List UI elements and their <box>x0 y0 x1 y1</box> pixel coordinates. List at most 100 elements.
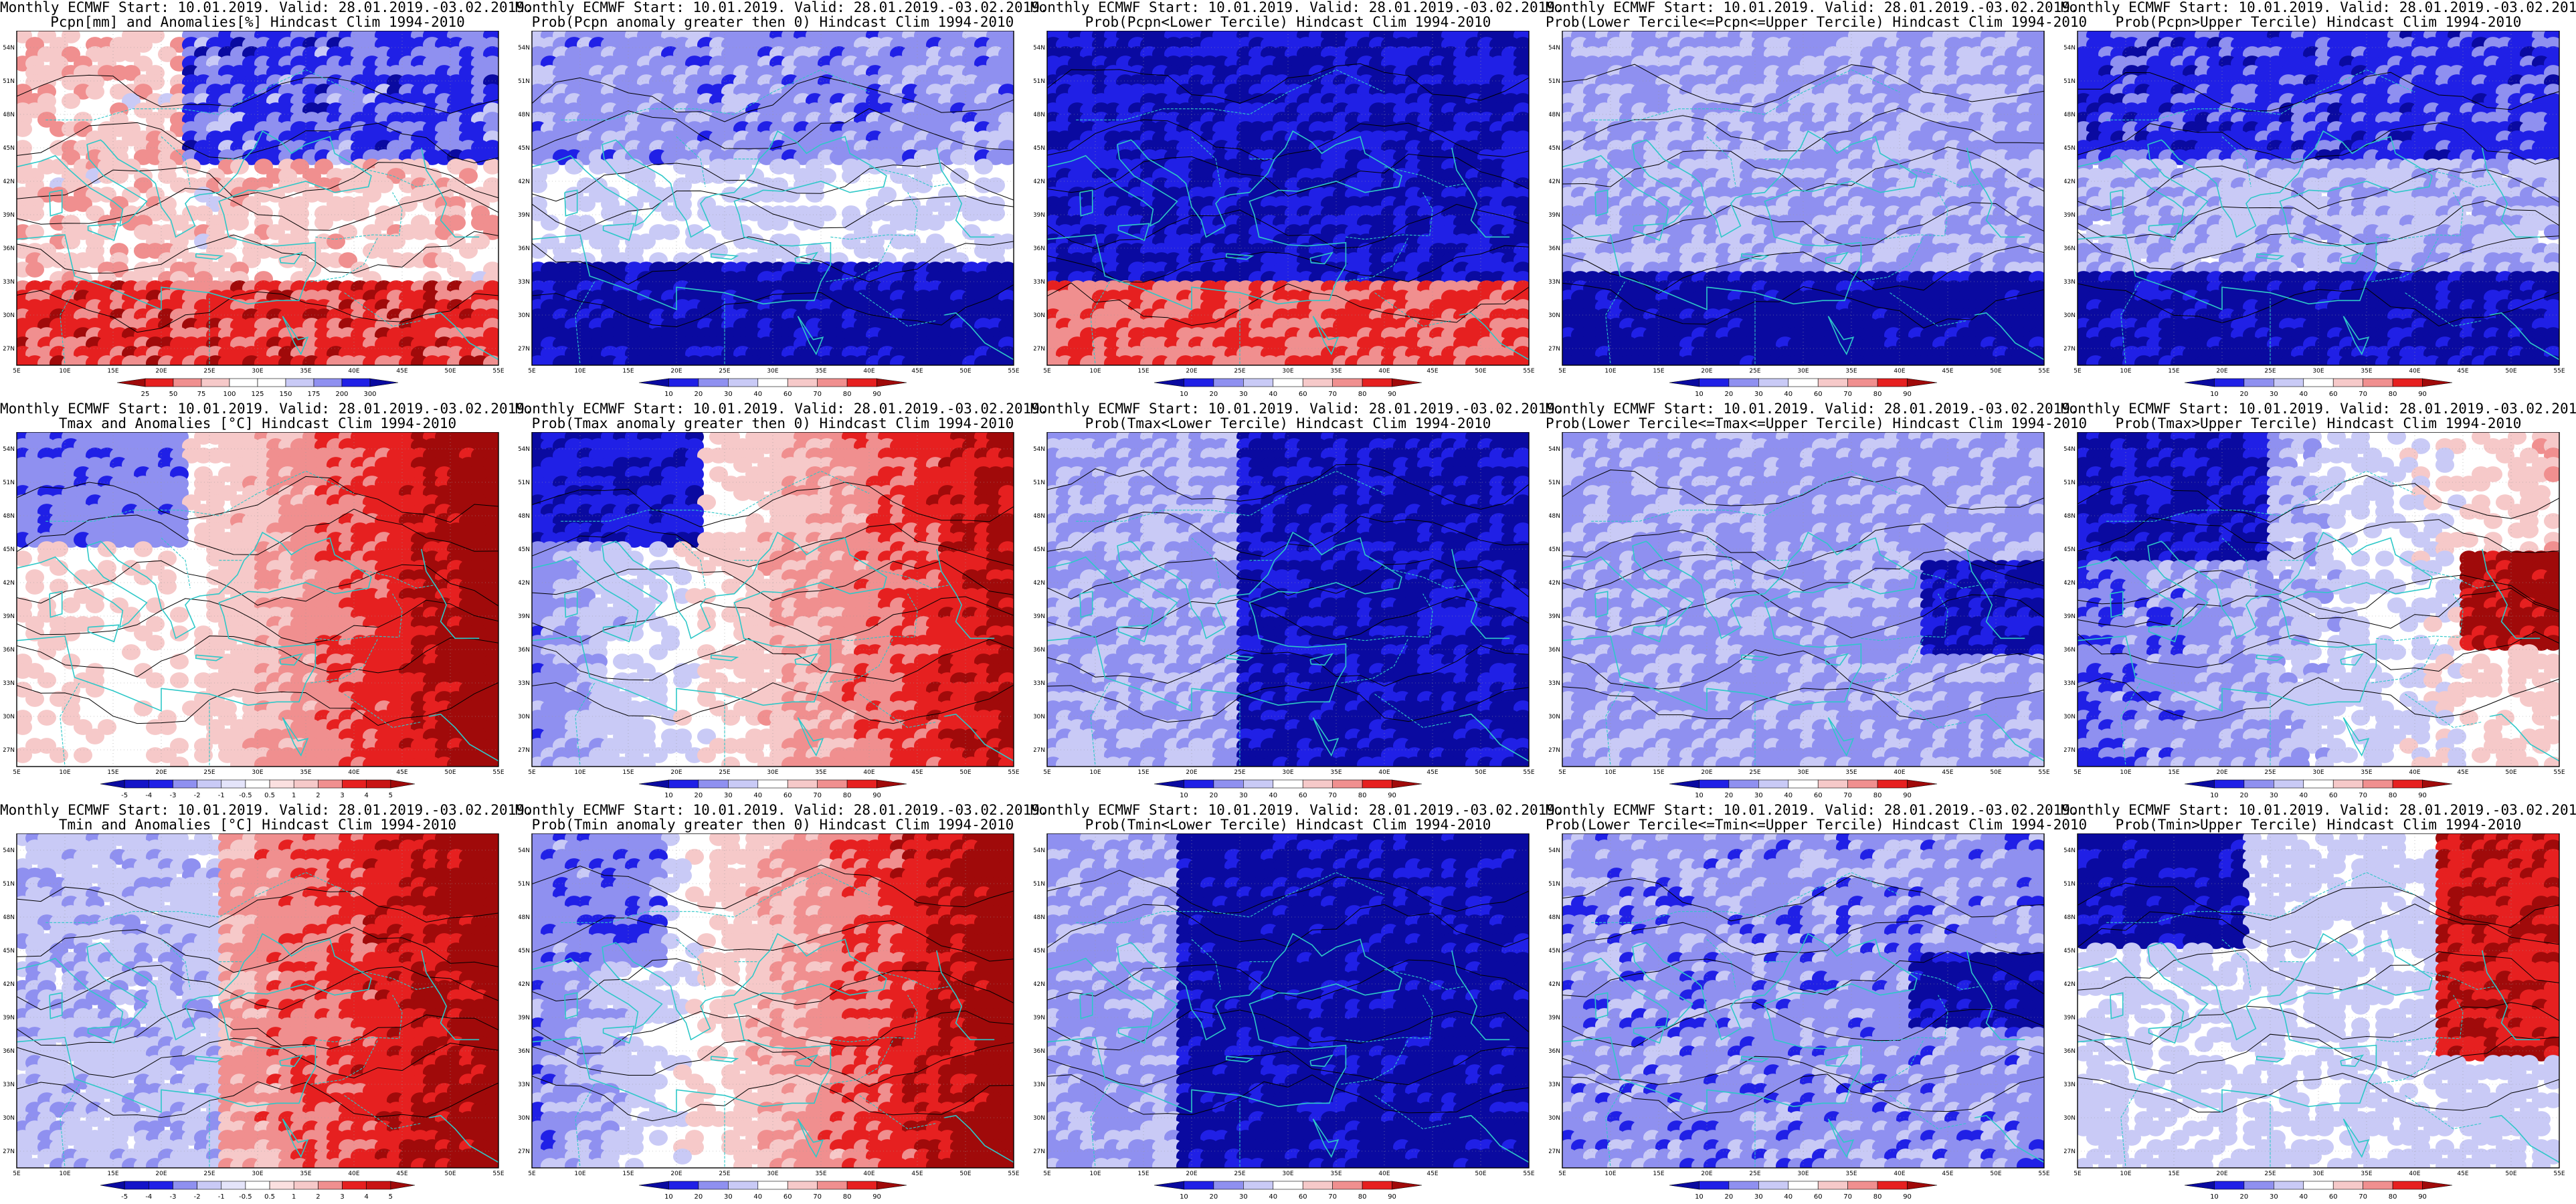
field-cell <box>49 159 69 175</box>
field-cell <box>157 224 177 240</box>
colorbar: 25 50 75 100 125 150 175 200 300 <box>116 378 399 398</box>
colorbar-tick-label: 60 <box>1299 391 1307 398</box>
country-border <box>315 192 403 240</box>
colorbar-swatch <box>1332 378 1363 387</box>
colorbar-swatch <box>728 378 759 387</box>
latitude-label: 36N <box>519 245 530 252</box>
field-cell <box>672 205 693 221</box>
latitude-label: 36N <box>3 245 15 252</box>
field-cell <box>458 243 478 259</box>
field-cell <box>482 159 498 175</box>
field-cell <box>25 224 45 240</box>
field-cell <box>434 252 454 268</box>
colorbar-swatch <box>1154 378 1184 387</box>
map-frame <box>1046 31 1530 366</box>
field-cell <box>540 159 560 175</box>
field-cell <box>17 121 33 137</box>
contour-line <box>532 108 1014 152</box>
country-border <box>310 237 379 282</box>
colorbar-swatch <box>757 378 788 387</box>
field-cell <box>721 168 741 184</box>
country-border <box>1090 281 1111 365</box>
colorbar-swatch <box>1392 378 1422 387</box>
longitude-label: 5E <box>13 368 21 375</box>
field-cell <box>781 159 801 175</box>
field-cell <box>937 243 957 259</box>
field-cell <box>338 252 358 268</box>
field-cell <box>193 205 213 221</box>
field-cell <box>660 224 680 240</box>
latitude-label: 48N <box>519 112 530 118</box>
colorbar-swatch <box>369 378 399 387</box>
longitude-label: 40E <box>1378 368 1390 375</box>
colorbar-tick-label: 20 <box>1210 391 1218 398</box>
contour-line <box>532 236 1014 285</box>
latitude-label: 36N <box>1034 245 1045 252</box>
field-cell <box>314 187 334 203</box>
field-cell <box>937 187 957 203</box>
graticule <box>17 31 498 365</box>
colorbar-tick-label: 150 <box>279 391 292 398</box>
colorbar-tick-label: 50 <box>169 391 178 398</box>
colorbar-swatch <box>1184 378 1214 387</box>
latitude-label: 30N <box>3 312 15 319</box>
colorbar-tick-label: 60 <box>784 391 792 398</box>
coastline <box>797 316 824 356</box>
colorbar-swatch <box>116 378 146 387</box>
probability-field <box>532 31 1014 365</box>
field-cell <box>229 159 250 175</box>
contour-line <box>17 162 498 199</box>
field-cell <box>386 205 406 221</box>
colorbar-tick-label: 125 <box>251 391 264 398</box>
field-cell <box>925 196 945 212</box>
latitude-label: 42N <box>1034 179 1045 185</box>
contour-line <box>532 284 1014 328</box>
contour-line <box>532 76 1014 122</box>
panel-title: Monthly ECMWF Start: 10.01.2019. Valid: … <box>0 0 533 15</box>
coastline <box>564 189 578 217</box>
latitude-label: 33N <box>519 279 530 286</box>
field-cell <box>229 215 250 231</box>
colorbar-swatch <box>787 378 818 387</box>
field-cell <box>564 159 584 175</box>
field-cell <box>61 93 81 109</box>
colorbar-tick-label: 30 <box>1239 391 1248 398</box>
longitude-label: 10E <box>1089 368 1101 375</box>
latitude-label: 48N <box>1034 112 1045 118</box>
field-cell <box>532 177 548 193</box>
longitude-label: 5E <box>528 368 536 375</box>
probability-field <box>1047 31 1529 365</box>
coastline <box>279 252 304 265</box>
latitude-label: 30N <box>1034 312 1045 319</box>
coastline <box>282 316 309 356</box>
colorbar-swatch <box>313 378 343 387</box>
contour-line <box>532 190 1014 232</box>
field-cell <box>85 84 105 100</box>
field-cell <box>636 233 656 249</box>
field-cell <box>25 205 45 221</box>
field-cell <box>709 243 729 259</box>
longitude-label: 20E <box>670 368 682 375</box>
field-cell <box>374 215 394 231</box>
coastline <box>87 223 120 241</box>
map-frame <box>16 31 499 366</box>
probability-field <box>1562 31 2044 365</box>
field-cell <box>290 252 310 268</box>
latitude-label: 51N <box>3 78 15 85</box>
longitude-label: 10E <box>574 368 585 375</box>
colorbar-tick-label: 300 <box>363 391 376 398</box>
colorbar-swatch <box>668 378 699 387</box>
colorbar-swatch <box>1302 378 1333 387</box>
longitude-label: 40E <box>863 368 875 375</box>
graticule <box>532 31 1014 365</box>
latitude-label: 45N <box>519 145 530 152</box>
colorbar-swatch <box>257 378 286 387</box>
contour-line <box>1047 63 1529 104</box>
panel-subtitle: Prob(Pcpn<Lower Tercile) Hindcast Clim 1… <box>1030 15 1546 30</box>
country-border <box>561 69 870 120</box>
field-cell <box>97 187 117 203</box>
field-cell <box>805 215 825 231</box>
coastline <box>429 312 498 361</box>
longitude-label: 55E <box>1008 368 1019 375</box>
axis-labels: 5E 10E 15E 20E 25E 30E 35E 40E 45E 50E 55E54N51N48… <box>519 45 1020 375</box>
